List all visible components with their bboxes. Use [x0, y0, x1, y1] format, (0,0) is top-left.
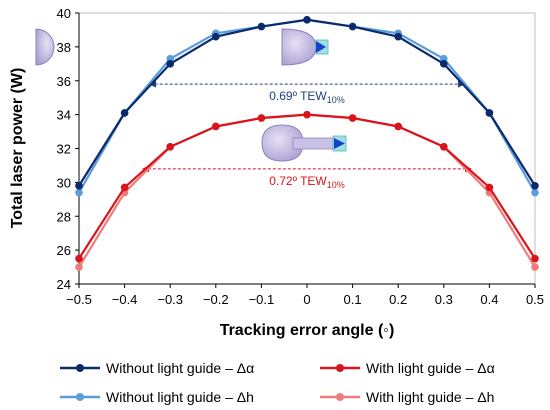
y-axis-title: Total laser power (W) [9, 68, 26, 229]
y-tick-label: 36 [57, 74, 71, 89]
x-tick-label: −0.1 [249, 292, 275, 307]
series-0 [75, 15, 539, 190]
y-tick-label: 26 [57, 243, 71, 258]
x-tick-label: 0.5 [526, 292, 544, 307]
data-point [485, 109, 494, 117]
y-tick-label: 38 [57, 40, 71, 55]
legend: Without light guide – Δα With light guid… [60, 360, 495, 405]
data-point [212, 32, 220, 41]
x-axis-title: Tracking error angle (◦) [220, 322, 395, 339]
data-point [120, 183, 129, 192]
x-tick-label: −0.5 [66, 292, 92, 307]
y-ticks: 24 26 28 30 32 34 36 38 40 [57, 6, 79, 292]
y-tick-label: 24 [57, 277, 71, 292]
series-layer [75, 15, 539, 271]
data-point [394, 122, 403, 131]
legend-item-with-guide-alpha: With light guide – Δα [320, 360, 495, 376]
series-line [78, 113, 536, 268]
y-tick-label: 40 [57, 6, 71, 21]
x-tick-label: 0.3 [435, 292, 453, 307]
data-point [440, 60, 448, 68]
x-tick-label: −0.3 [157, 292, 183, 307]
legend-item-without-guide-h: Without light guide – Δh [60, 389, 254, 405]
svg-text:With light guide – Δα: With light guide – Δα [366, 360, 495, 376]
data-point [257, 22, 266, 31]
data-point [75, 181, 83, 190]
data-point [75, 263, 83, 271]
data-point [531, 263, 539, 271]
legend-item-without-guide-alpha: Without light guide – Δα [60, 360, 254, 376]
data-point [303, 15, 311, 24]
data-point [440, 143, 448, 151]
x-tick-label: 0 [303, 292, 310, 307]
data-point [75, 188, 83, 197]
data-point [120, 109, 129, 117]
data-point [257, 114, 266, 122]
probe-illustration-without-guide [35, 28, 329, 66]
series-1 [75, 110, 539, 263]
tew-label-with-guide: 0.72º TEW10% [269, 174, 345, 190]
data-point [348, 22, 357, 31]
data-point [394, 32, 403, 41]
y-tick-label: 34 [57, 108, 71, 123]
probe-illustration-with-guide [261, 124, 347, 162]
data-point [212, 122, 220, 131]
x-tick-label: 0.2 [389, 292, 407, 307]
x-tick-label: 0.1 [344, 292, 362, 307]
x-tick-label: 0.4 [480, 292, 498, 307]
series-3 [75, 110, 539, 271]
data-point [485, 183, 494, 192]
data-point [531, 188, 539, 197]
x-tick-label: −0.4 [112, 292, 138, 307]
x-ticks: −0.5 −0.4 −0.3 −0.2 −0.1 0 0.1 0.2 0.3 0.4 0.5 [66, 284, 544, 307]
y-tick-label: 32 [57, 142, 71, 157]
svg-text:Without light guide – Δh: Without light guide – Δh [106, 389, 254, 405]
data-point [531, 181, 539, 190]
svg-text:Without light guide – Δα: Without light guide – Δα [106, 360, 254, 376]
data-point [348, 114, 357, 122]
y-tick-label: 30 [57, 175, 71, 190]
data-point [166, 143, 174, 151]
x-tick-label: −0.2 [203, 292, 229, 307]
data-point [75, 254, 83, 263]
y-tick-label: 28 [57, 209, 71, 224]
svg-text:With light guide – Δh: With light guide – Δh [366, 389, 494, 405]
data-point [531, 254, 539, 263]
tew-label-without-guide: 0.69º TEW10% [269, 89, 345, 105]
legend-item-with-guide-h: With light guide – Δh [320, 389, 494, 405]
data-point [303, 110, 311, 119]
data-point [166, 60, 174, 68]
